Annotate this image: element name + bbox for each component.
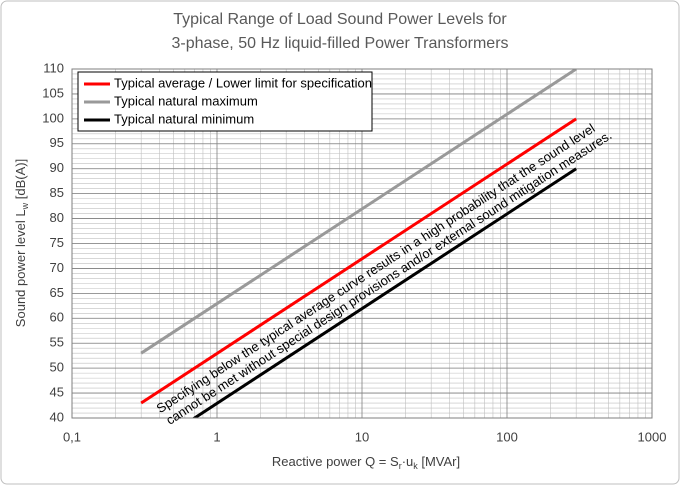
y-tick-label: 95 bbox=[50, 135, 64, 150]
x-tick-label: 1 bbox=[213, 429, 220, 444]
y-tick-label: 60 bbox=[50, 310, 64, 325]
series-line bbox=[140, 69, 578, 355]
x-tick-label: 0,1 bbox=[63, 429, 81, 444]
x-tick-label: 100 bbox=[496, 429, 518, 444]
y-tick-label: 75 bbox=[50, 235, 64, 250]
x-axis-label: Reactive power Q = Sr·uk [MVAr] bbox=[272, 454, 460, 471]
legend-label: Typical average / Lower limit for specif… bbox=[114, 75, 372, 90]
x-tick-label: 1000 bbox=[638, 429, 667, 444]
series-line bbox=[140, 117, 578, 405]
y-tick-label: 40 bbox=[50, 409, 64, 424]
legend-label: Typical natural maximum bbox=[114, 93, 258, 108]
y-axis-label: Sound power level Lw [dB(A)] bbox=[13, 159, 30, 327]
y-tick-label: 105 bbox=[42, 85, 64, 100]
y-tick-label: 80 bbox=[50, 210, 64, 225]
y-tick-label: 70 bbox=[50, 260, 64, 275]
chart-title: 3-phase, 50 Hz liquid-filled Power Trans… bbox=[171, 35, 508, 52]
plot-frame bbox=[71, 68, 653, 419]
y-tick-label: 65 bbox=[50, 285, 64, 300]
legend-label: Typical natural minimum bbox=[114, 111, 254, 126]
chart-title: Typical Range of Load Sound Power Levels… bbox=[173, 11, 507, 28]
y-tick-label: 45 bbox=[50, 385, 64, 400]
y-tick-label: 90 bbox=[50, 160, 64, 175]
y-tick-label: 110 bbox=[43, 60, 64, 75]
x-tick-label: 10 bbox=[355, 429, 369, 444]
y-tick-label: 50 bbox=[50, 360, 64, 375]
legend-box bbox=[77, 71, 373, 132]
y-tick-label: 55 bbox=[50, 335, 64, 350]
y-tick-label: 100 bbox=[42, 110, 64, 125]
y-tick-label: 85 bbox=[50, 185, 64, 200]
series-line bbox=[191, 167, 578, 418]
